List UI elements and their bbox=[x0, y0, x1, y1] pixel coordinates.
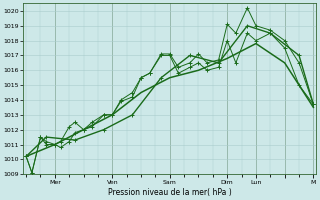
X-axis label: Pression niveau de la mer( hPa ): Pression niveau de la mer( hPa ) bbox=[108, 188, 232, 197]
